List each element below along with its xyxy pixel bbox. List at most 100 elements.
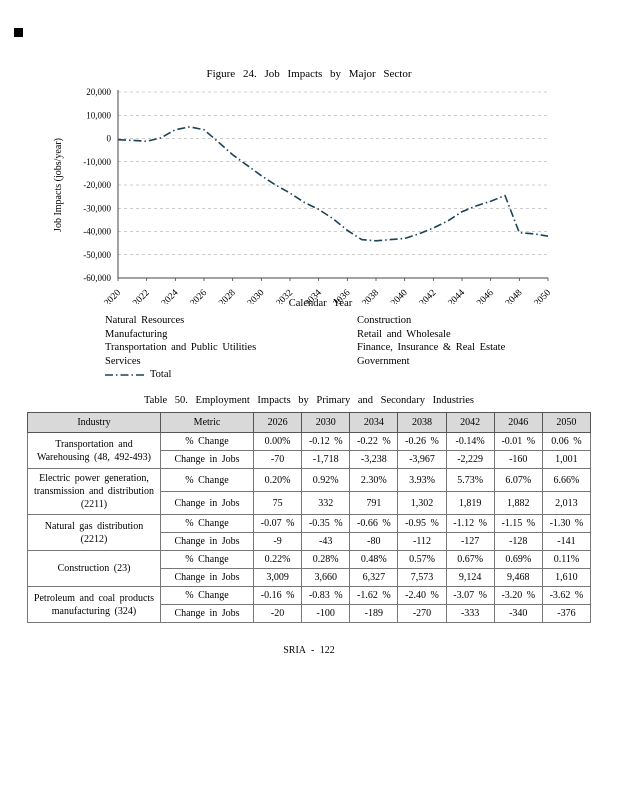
value-cell: 0.00% xyxy=(252,432,303,451)
legend-item: Finance, Insurance & Real Estate xyxy=(357,342,506,353)
table-row: Natural gas distribution (2212)% Change -… xyxy=(27,514,592,551)
value-cell: -141 xyxy=(541,532,592,551)
employment-table: Industry Metric 2026 2030 2034 2038 2042 2046 20… xyxy=(27,412,592,623)
value-cell: 0.06 % xyxy=(541,432,592,451)
value-cell: -0.66 % xyxy=(349,514,399,533)
y-tick-label: 10,000 xyxy=(86,110,111,120)
industry-cell: Construction (23) xyxy=(27,550,161,587)
metric-cell: % Change xyxy=(160,432,254,451)
page-footer: SRIA - 122 xyxy=(283,645,335,656)
value-cell: -70 xyxy=(252,450,303,469)
value-cell: 3.93% xyxy=(397,468,447,492)
value-cell: 0.11% xyxy=(541,550,592,569)
value-cell: 9,468 xyxy=(493,568,543,587)
value-cell: -1.15 % xyxy=(493,514,543,533)
value-cell: 5.73% xyxy=(445,468,495,492)
legend-item: Transportation and Public Utilities xyxy=(105,342,257,353)
value-cell: -1.12 % xyxy=(445,514,495,533)
legend-total-row: Total xyxy=(105,368,618,382)
total-series-line xyxy=(117,126,549,242)
industry-cell: Electric power generation, transmission … xyxy=(27,468,161,515)
value-cell: -160 xyxy=(493,450,543,469)
table-row: Change in Jobs -20 -100 -189 -270 -333 -340 -37… xyxy=(28,604,592,623)
value-cell: 2,013 xyxy=(541,491,592,515)
legend-item: Government xyxy=(357,355,410,367)
value-cell: 75 xyxy=(252,491,303,515)
legend-item: Construction xyxy=(357,315,412,326)
industry-group: Transportation and Warehousing (48, 492-… xyxy=(27,432,592,469)
column-header: 2034 xyxy=(349,412,399,433)
legend-total-label: Total xyxy=(150,369,172,380)
metric-cell: % Change xyxy=(160,550,254,569)
value-cell: 1,882 xyxy=(493,491,543,515)
y-tick-label: 20,000 xyxy=(86,87,111,97)
x-axis-title: Calendar Year xyxy=(288,298,353,309)
column-header: 2030 xyxy=(301,412,351,433)
value-cell: -333 xyxy=(445,604,495,623)
table-row: Petroleum and coal products manufacturin… xyxy=(27,586,592,623)
value-cell: 0.69% xyxy=(493,550,543,569)
value-cell: -3,238 xyxy=(349,450,399,469)
table-row: Electric power generation, transmission … xyxy=(27,468,592,515)
metric-cell: % Change xyxy=(160,586,254,605)
legend-column-2: Construction Retail and Wholesale Financ… xyxy=(357,314,609,368)
value-cell: -0.14% xyxy=(445,432,495,451)
y-tick-label: -30,000 xyxy=(83,203,111,213)
column-header: 2026 xyxy=(252,412,303,433)
legend-item: Natural Resources xyxy=(105,315,185,326)
value-cell: 0.20% xyxy=(252,468,303,492)
industry-cell: Petroleum and coal products manufacturin… xyxy=(27,586,161,623)
value-cell: -3.07 % xyxy=(445,586,495,605)
value-cell: -20 xyxy=(252,604,303,623)
metric-cell: Change in Jobs xyxy=(160,450,254,469)
legend-item: Retail and Wholesale xyxy=(357,328,451,340)
value-cell: -376 xyxy=(541,604,592,623)
metric-cell: Change in Jobs xyxy=(160,532,254,551)
value-cell: -0.83 % xyxy=(301,586,351,605)
column-header: 2038 xyxy=(397,412,447,433)
value-cell: -3.20 % xyxy=(493,586,543,605)
y-tick-label: -60,000 xyxy=(83,273,111,283)
value-cell: -127 xyxy=(445,532,495,551)
legend-item: Services xyxy=(105,355,141,367)
value-cell: -0.01 % xyxy=(493,432,543,451)
value-cell: 791 xyxy=(349,491,399,515)
value-cell: -0.07 % xyxy=(252,514,303,533)
industry-group: Construction (23)% Change 0.22% 0.28% 0.48%… xyxy=(27,550,592,587)
industry-cell: Natural gas distribution (2212) xyxy=(27,514,161,551)
value-cell: 1,819 xyxy=(445,491,495,515)
column-header: Industry xyxy=(27,412,161,433)
value-cell: 0.67% xyxy=(445,550,495,569)
value-cell: 0.22% xyxy=(252,550,303,569)
value-cell: -189 xyxy=(349,604,399,623)
value-cell: -0.35 % xyxy=(301,514,351,533)
value-cell: -100 xyxy=(301,604,351,623)
value-cell: 0.28% xyxy=(301,550,351,569)
value-cell: 6,327 xyxy=(349,568,399,587)
job-impacts-chart: 20,000 10,000 0 -10,000 -20,000 -30,000 -40,00… xyxy=(48,86,618,304)
figure-legend: Natural Resources Manufacturing Transpor… xyxy=(105,314,618,368)
industry-group: Electric power generation, transmission … xyxy=(27,468,592,515)
table-row: Change in Jobs -9 -43 -80 -112 -127 -128 -141 xyxy=(28,532,592,551)
metric-cell: % Change xyxy=(160,514,254,533)
value-cell: -340 xyxy=(493,604,543,623)
legend-item: Manufacturing xyxy=(105,328,168,340)
value-cell: 0.57% xyxy=(397,550,447,569)
column-header: 2050 xyxy=(541,412,592,433)
value-cell: -0.95 % xyxy=(397,514,447,533)
value-cell: 6.66% xyxy=(541,468,592,492)
value-cell: 2.30% xyxy=(349,468,399,492)
value-cell: -3,967 xyxy=(397,450,447,469)
value-cell: -2,229 xyxy=(445,450,495,469)
value-cell: 0.48% xyxy=(349,550,399,569)
value-cell: 332 xyxy=(301,491,351,515)
value-cell: 6.07% xyxy=(493,468,543,492)
table-row: Construction (23)% Change 0.22% 0.28% 0.48%… xyxy=(27,550,592,587)
figure-title: Figure 24. Job Impacts by Major Sector xyxy=(206,68,412,80)
column-header: Metric xyxy=(160,412,254,433)
metric-cell: Change in Jobs xyxy=(160,604,254,623)
header-row: Industry Metric 2026 2030 2034 2038 2042 2046 20… xyxy=(27,412,592,433)
value-cell: 1,610 xyxy=(541,568,592,587)
value-cell: 7,573 xyxy=(397,568,447,587)
